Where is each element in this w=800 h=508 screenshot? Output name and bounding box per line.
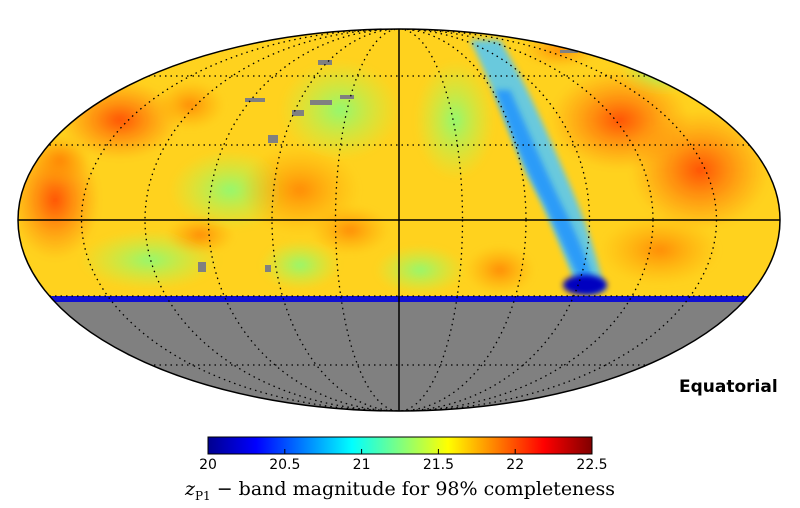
colorbar-tick-label: 21 — [353, 457, 371, 473]
colorbar-tick-label: 20 — [199, 457, 217, 473]
colorbar-title-subscript: P1 — [194, 488, 211, 503]
colorbar-ticks: 20 20.5 21 21.5 22 22.5 — [199, 449, 608, 473]
colorbar-gradient — [207, 436, 593, 455]
masked-region — [18, 302, 780, 411]
colorbar: 20 20.5 21 21.5 22 22.5 — [199, 436, 608, 473]
colorbar-tick-label: 22.5 — [576, 457, 607, 473]
colorbar-title-symbol: z — [184, 478, 195, 500]
colorbar-tick-label: 21.5 — [423, 457, 454, 473]
map-outline — [17, 28, 781, 412]
colorbar-title-text: − band magnitude for 98% completeness — [210, 478, 616, 500]
coordinate-frame-label: Equatorial — [679, 377, 778, 397]
masked-patches — [198, 50, 578, 272]
map-image — [18, 29, 780, 411]
colorbar-tick-label: 20.5 — [269, 457, 300, 473]
colorbar-tick-label: 22 — [506, 457, 524, 473]
survey-edge — [18, 296, 780, 302]
colorbar-title: zP1 − band magnitude for 98% completenes… — [0, 478, 800, 503]
